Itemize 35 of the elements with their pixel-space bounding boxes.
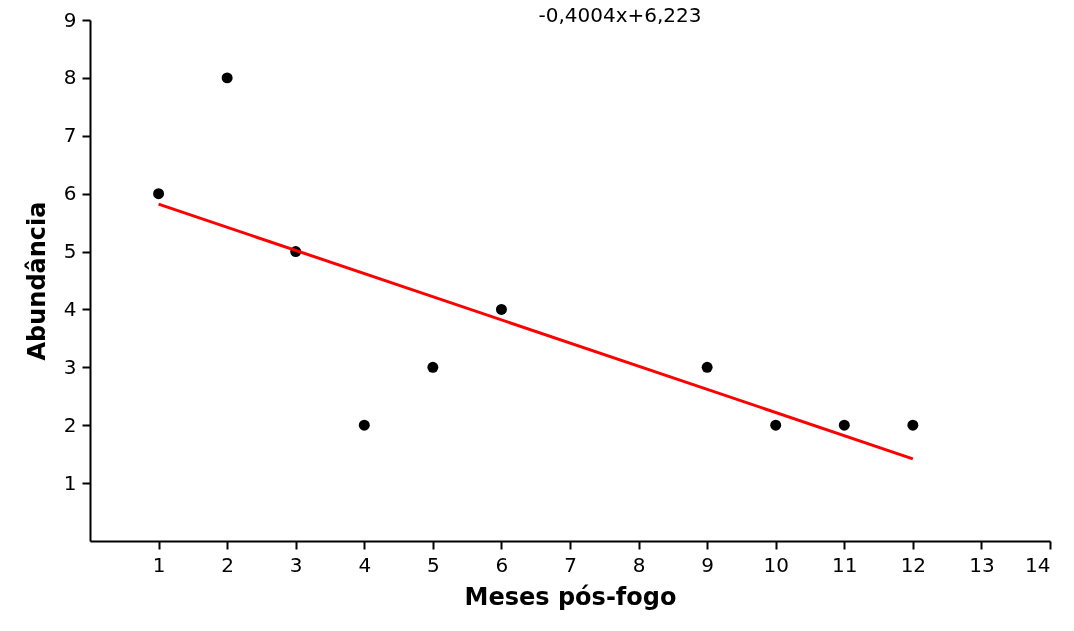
x-tick-label: 12: [900, 552, 927, 577]
y-tick-label: 1: [63, 470, 77, 495]
y-tick-label: 9: [63, 7, 77, 32]
point: [153, 188, 165, 200]
y-tick-label: 3: [63, 354, 77, 379]
annotation: -0,4004x+6,223: [538, 3, 702, 27]
x-tick-label: 3: [289, 552, 303, 577]
point: [770, 419, 782, 431]
y-tick-label: 7: [63, 123, 77, 148]
x-tick-label: 13: [969, 552, 995, 577]
x-tick-label: 11: [832, 552, 858, 577]
point: [358, 419, 370, 431]
x-axis-title: Meses pós-fogo: [464, 582, 677, 611]
y-tick-label: 4: [63, 296, 77, 321]
x-tick-label: 10: [763, 552, 789, 577]
y-tick-label: 8: [63, 65, 77, 90]
y-tick-label: 5: [63, 239, 77, 264]
y-tick-label: 6: [63, 181, 77, 206]
x-tick-label: 7: [564, 552, 577, 577]
point: [907, 419, 919, 431]
y-axis-title: Abundância: [22, 201, 51, 361]
x-tick-label: 5: [426, 552, 440, 577]
point: [427, 361, 439, 373]
x-tick-label: 9: [701, 552, 715, 577]
x-tick-label: 14: [1025, 552, 1051, 577]
point: [495, 303, 507, 315]
y-tick-label: 2: [63, 412, 77, 437]
x-tick-label: 4: [358, 552, 372, 577]
x-tick-label: 8: [632, 552, 646, 577]
point: [838, 419, 850, 431]
x-tick-label: 1: [152, 552, 166, 577]
x-tick-label: 6: [495, 552, 509, 577]
point: [221, 72, 233, 84]
x-tick-label: 2: [221, 552, 235, 577]
point: [701, 361, 713, 373]
